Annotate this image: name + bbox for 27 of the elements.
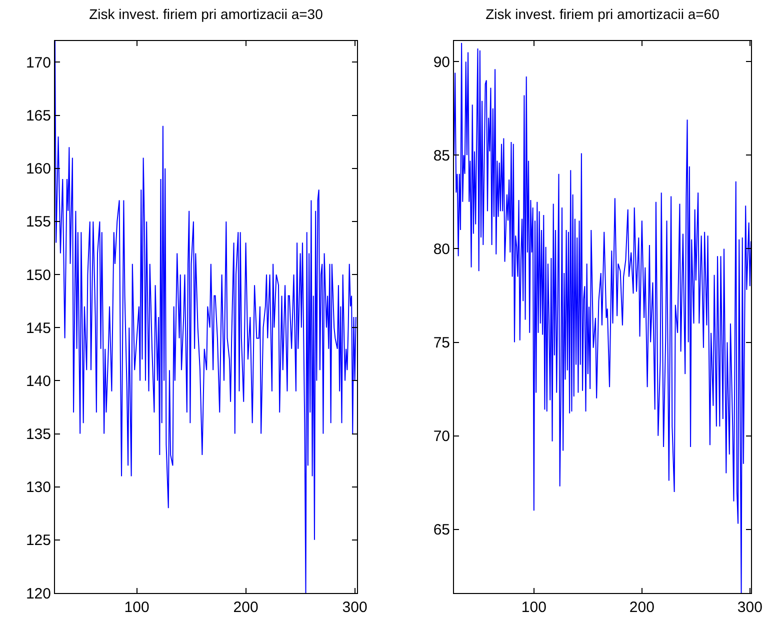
y-tick-label: 70 bbox=[433, 428, 450, 446]
y-tick-label: 90 bbox=[433, 54, 450, 71]
y-tick-label: 125 bbox=[26, 532, 51, 550]
y-tick-label: 160 bbox=[26, 160, 51, 178]
chart-title: Zisk invest. firiem pri amortizacii a=30 bbox=[89, 6, 324, 22]
y-tick-label: 145 bbox=[26, 320, 51, 337]
y-tick-label: 150 bbox=[26, 266, 51, 284]
line-series bbox=[55, 41, 356, 593]
line-series bbox=[454, 42, 751, 593]
x-tick-label: 300 bbox=[737, 599, 762, 616]
x-tick-label: 200 bbox=[629, 599, 654, 616]
x-tick-label: 200 bbox=[233, 599, 258, 616]
x-tick-label: 300 bbox=[342, 599, 368, 616]
y-tick-label: 165 bbox=[26, 108, 51, 125]
y-tick-label: 140 bbox=[26, 372, 51, 390]
y-tick-label: 75 bbox=[433, 334, 450, 352]
x-tick-label: 100 bbox=[521, 599, 546, 616]
y-tick-label: 130 bbox=[26, 479, 51, 496]
y-tick-label: 85 bbox=[433, 147, 450, 164]
chart-title: Zisk invest. firiem pri amortizacii a=60 bbox=[486, 6, 720, 22]
y-tick-label: 155 bbox=[26, 214, 51, 231]
y-tick-label: 170 bbox=[26, 54, 51, 72]
y-tick-label: 120 bbox=[26, 585, 51, 602]
y-tick-label: 80 bbox=[433, 240, 450, 258]
x-tick-label: 100 bbox=[124, 599, 150, 616]
y-tick-label: 135 bbox=[26, 426, 51, 444]
y-tick-label: 65 bbox=[433, 522, 450, 539]
